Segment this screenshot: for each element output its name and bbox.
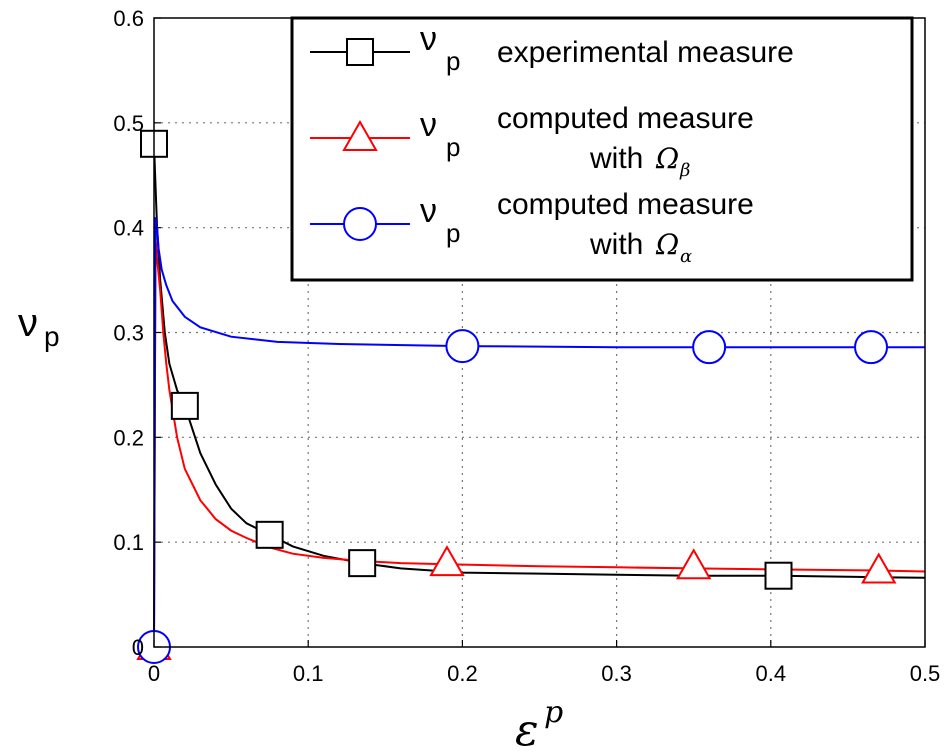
marker-computed-alpha [692,330,727,365]
legend-symbol: ν [420,106,437,144]
y-tick-label: 0.5 [113,111,144,136]
legend-subscript: p [446,46,460,76]
marker-computed-beta [429,545,465,577]
legend-label: computed measure [497,102,754,135]
series-line-computed-beta [153,238,926,648]
y-tick-label: 0.2 [113,425,144,450]
y-tick-label: 0.1 [113,530,144,555]
y-axis-label-symbol: ν [18,301,38,345]
legend-marker-computed-alpha [343,207,377,241]
x-axis-label: ε p [515,695,563,754]
marker-experimental [764,561,793,590]
legend-omega-subscript: α [680,246,692,267]
x-tick-label: 0.3 [601,661,632,686]
legend-label: experimental measure [497,36,794,69]
marker-computed-beta [861,552,897,584]
marker-experimental [348,549,377,578]
axis-ticks: 0 0.1 0.2 0.3 0.4 0.5 0 0.1 0.2 0.3 0.4 0.5 0.6 [113,6,940,686]
marker-computed-beta [675,548,712,580]
legend-subscript: p [446,132,460,162]
legend-marker-computed-beta [342,119,378,151]
legend-label: computed measure [497,188,754,221]
y-axis-label: ν p [18,301,60,352]
x-axis-label-superscript: p [544,695,563,730]
legend-omega: Ω [655,142,679,175]
legend-omega-subscript: β [679,160,690,181]
legend-marker-experimental [346,38,374,66]
data-markers [136,129,897,664]
y-axis-label-subscript: p [44,321,60,352]
y-tick-label: 0.6 [113,6,144,31]
marker-computed-alpha [445,329,480,364]
legend-label-with: with [589,142,643,175]
legend-label-with: with [589,228,643,261]
marker-experimental [170,391,199,420]
x-tick-label: 0.5 [910,661,941,686]
x-axis-label-symbol: ε [515,705,539,754]
x-tick-label: 0 [148,661,160,686]
x-tick-label: 0.2 [447,661,478,686]
marker-experimental [255,520,284,549]
legend-symbol: ν [420,192,437,230]
x-tick-label: 0.4 [756,661,787,686]
x-tick-label: 0.1 [293,661,324,686]
legend-omega: Ω [655,228,679,261]
legend-subscript: p [446,218,460,248]
y-tick-label: 0.4 [113,216,144,241]
legend-symbol: ν [420,20,437,58]
marker-computed-alpha [854,330,889,365]
y-tick-label: 0.3 [113,321,144,346]
series-line-computed-alpha [153,217,925,648]
y-tick-label: 0 [132,635,144,660]
